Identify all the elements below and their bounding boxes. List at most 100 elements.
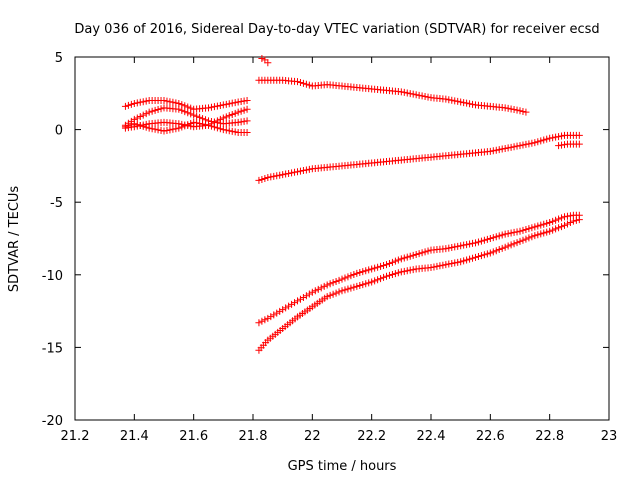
data-point (305, 290, 313, 298)
data-point (264, 314, 272, 322)
data-point (356, 268, 364, 276)
data-point (291, 168, 299, 176)
data-point (270, 311, 278, 319)
data-point (255, 319, 263, 327)
data-point (498, 231, 506, 239)
data-point (299, 167, 307, 175)
data-point (504, 242, 512, 250)
data-point (507, 143, 515, 151)
data-point (190, 118, 198, 126)
data-point (504, 104, 512, 112)
x-tick-label: 21.6 (179, 429, 208, 444)
data-point (546, 134, 554, 142)
data-point (338, 275, 346, 283)
data-point (184, 121, 192, 129)
data-point (314, 285, 322, 293)
data-point (380, 273, 388, 281)
data-point (243, 129, 251, 137)
data-point (424, 93, 432, 101)
data-point (528, 233, 536, 241)
data-point (451, 243, 459, 251)
data-point (397, 255, 405, 263)
data-point (516, 142, 524, 150)
data-point (409, 90, 417, 98)
series-lower-a (255, 211, 583, 327)
data-point (193, 119, 201, 127)
data-point (160, 127, 168, 135)
data-point (296, 295, 304, 303)
data-point (442, 261, 450, 269)
data-point (276, 307, 284, 315)
data-point (151, 106, 159, 114)
data-point (430, 263, 438, 271)
data-point (139, 98, 147, 106)
data-point (216, 125, 224, 133)
data-point (323, 293, 331, 301)
data-point (466, 255, 474, 263)
data-point (477, 237, 485, 245)
data-point (243, 105, 251, 113)
data-point (216, 115, 224, 123)
data-point (421, 248, 429, 256)
data-point (495, 232, 503, 240)
y-tick-label: 0 (55, 124, 63, 139)
data-point (510, 143, 518, 151)
data-point (454, 97, 462, 105)
data-point (172, 125, 180, 133)
data-point (163, 97, 171, 105)
data-point (255, 176, 263, 184)
data-point (142, 97, 150, 105)
data-point (522, 235, 530, 243)
series-lower-b (255, 216, 583, 354)
data-point (371, 277, 379, 285)
data-point (279, 306, 287, 314)
data-point (124, 101, 132, 109)
data-point (178, 106, 186, 114)
x-tick-label: 22.6 (476, 429, 505, 444)
data-point (460, 257, 468, 265)
data-point (531, 223, 539, 231)
data-point (130, 99, 138, 107)
data-point (136, 122, 144, 130)
data-point (341, 274, 349, 282)
data-point (359, 268, 367, 276)
data-point (261, 316, 269, 324)
data-point (196, 120, 204, 128)
data-point (231, 109, 239, 117)
data-point (528, 139, 536, 147)
data-point (436, 262, 444, 270)
data-point (394, 269, 402, 277)
data-point (531, 232, 539, 240)
data-point (394, 256, 402, 264)
chart-title: Day 036 of 2016, Sidereal Day-to-day VTE… (74, 22, 599, 37)
data-point (563, 220, 571, 228)
data-point (181, 108, 189, 116)
data-point (261, 174, 269, 182)
data-point (540, 136, 548, 144)
series-middle (255, 131, 583, 184)
data-point (285, 169, 293, 177)
data-point (466, 100, 474, 108)
data-point (335, 276, 343, 284)
data-point (513, 239, 521, 247)
data-point (279, 171, 287, 179)
data-point (492, 247, 500, 255)
data-point (534, 138, 542, 146)
data-point (374, 276, 382, 284)
data-point (457, 242, 465, 250)
data-point (121, 102, 129, 110)
data-point (213, 124, 221, 132)
data-point (457, 98, 465, 106)
data-point (288, 169, 296, 177)
plot-frame (74, 56, 610, 421)
data-point (510, 106, 518, 114)
data-point (210, 103, 218, 111)
data-point (326, 291, 334, 299)
y-tick-label: -15 (42, 341, 63, 356)
data-point (489, 248, 497, 256)
data-point (338, 287, 346, 295)
data-point (240, 106, 248, 114)
data-point (133, 121, 141, 129)
data-point (501, 243, 509, 251)
series-early-a (121, 97, 251, 113)
